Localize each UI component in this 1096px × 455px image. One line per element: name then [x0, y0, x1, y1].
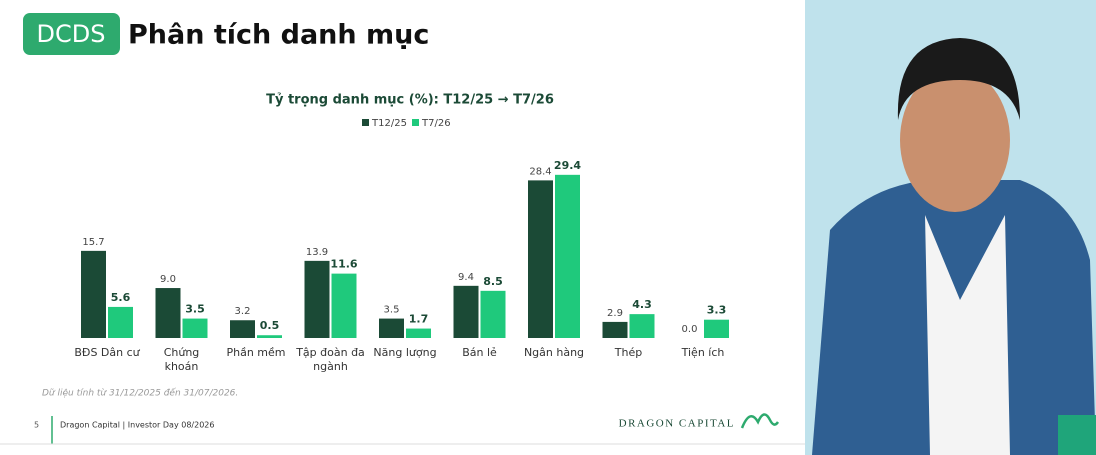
legend-swatch — [362, 119, 369, 126]
bar — [230, 320, 255, 338]
x-tick-label: Tiện ích — [681, 346, 725, 359]
video-hair — [897, 38, 1020, 120]
x-tick-label: Tập đoàn đa ngành — [296, 346, 365, 373]
bar — [108, 306, 133, 338]
value-label: 13.9 — [306, 247, 328, 258]
value-label: 28.4 — [529, 166, 551, 177]
video-face — [900, 68, 1010, 212]
value-label: 3.2 — [235, 306, 251, 317]
bar — [81, 250, 106, 338]
heading: Phân tích danh mục — [128, 20, 429, 51]
bar — [528, 180, 553, 338]
bar — [257, 335, 282, 338]
video-logo — [1058, 415, 1096, 455]
value-label: 0.0 — [682, 324, 698, 335]
legend-label: T12/25 — [371, 118, 407, 129]
value-label: 1.7 — [409, 313, 429, 326]
x-tick-label: BĐS Dân cư — [74, 346, 140, 359]
bar — [379, 318, 404, 338]
bar — [602, 321, 628, 338]
x-tick-label: Chứng khoán — [163, 346, 200, 373]
bar — [453, 285, 479, 338]
bar — [704, 319, 729, 338]
value-label: 3.5 — [185, 303, 205, 316]
x-tick-label: Năng lượng — [373, 346, 437, 359]
bar — [155, 288, 181, 338]
badge-bg — [23, 13, 120, 55]
x-tick-label: Bán lẻ — [462, 346, 497, 359]
value-label: 9.4 — [458, 272, 474, 283]
value-label: 9.0 — [160, 274, 176, 285]
badge: DCDS — [37, 20, 106, 48]
bar — [629, 314, 655, 338]
brand: DRAGON CAPITAL — [619, 418, 735, 430]
legend-label: T7/26 — [421, 118, 451, 129]
footer: Dragon Capital | Investor Day 08/2026 — [60, 421, 214, 430]
bar — [555, 174, 580, 338]
value-label: 5.6 — [111, 291, 131, 304]
footnote: Dữ liệu tính từ 31/12/2025 đến 31/07/202… — [42, 388, 238, 399]
video-shirt — [925, 215, 1010, 455]
value-label: 2.9 — [607, 308, 623, 319]
page-number: 5 — [34, 421, 39, 430]
x-tick-label: Thép — [614, 346, 643, 359]
value-label: 15.7 — [82, 237, 104, 248]
value-label: 3.3 — [707, 304, 727, 317]
bar — [182, 318, 208, 338]
value-label: 0.5 — [260, 319, 280, 332]
x-tick-label: Ngân hàng — [523, 346, 585, 359]
brand-logo — [740, 413, 780, 429]
legend-swatch — [412, 119, 419, 126]
bar — [304, 260, 330, 338]
value-label: 11.6 — [330, 258, 357, 271]
bar — [480, 290, 506, 338]
value-label: 3.5 — [384, 305, 400, 316]
chart-title: Tỷ trọng danh mục (%): T12/25 → T7/26 — [266, 93, 554, 108]
value-label: 29.4 — [554, 159, 581, 172]
x-tick-label: Phần mềm — [226, 346, 286, 359]
bar — [406, 328, 431, 338]
bar — [331, 273, 357, 338]
value-label: 8.5 — [483, 275, 503, 288]
slide-bg — [0, 0, 805, 455]
value-label: 4.3 — [632, 298, 652, 311]
